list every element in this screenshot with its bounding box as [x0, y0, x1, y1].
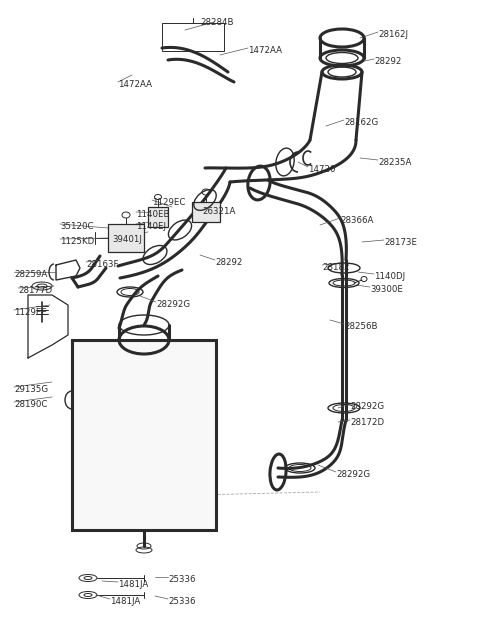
Text: 28177D: 28177D: [18, 286, 52, 295]
Text: 1481JA: 1481JA: [110, 597, 140, 606]
Text: 1140EB: 1140EB: [136, 210, 169, 219]
Text: 28292: 28292: [215, 258, 242, 267]
Text: 39401J: 39401J: [112, 235, 142, 244]
Text: 28162J: 28162J: [378, 30, 408, 39]
Text: 1472AA: 1472AA: [118, 80, 152, 89]
Text: 28190C: 28190C: [14, 400, 48, 409]
Text: 28366A: 28366A: [340, 216, 373, 225]
Text: 28292: 28292: [374, 57, 401, 66]
Text: 28172D: 28172D: [350, 418, 384, 427]
Text: 28235A: 28235A: [378, 158, 411, 167]
Text: 35120C: 35120C: [60, 222, 94, 231]
Text: 1472AA: 1472AA: [248, 46, 282, 55]
Text: 28292G: 28292G: [336, 470, 370, 479]
Text: 26321A: 26321A: [202, 207, 235, 216]
Text: 28182: 28182: [322, 263, 349, 272]
Text: 28173E: 28173E: [384, 238, 417, 247]
Bar: [108, 224, 144, 252]
Text: 1125KD: 1125KD: [60, 237, 94, 246]
Text: 1481JA: 1481JA: [118, 580, 148, 589]
Text: 39300E: 39300E: [370, 285, 403, 294]
Text: 28259A: 28259A: [14, 270, 47, 279]
Bar: [192, 202, 220, 222]
Bar: [148, 207, 168, 227]
Text: 14720: 14720: [308, 165, 336, 174]
Text: 28292G: 28292G: [350, 402, 384, 411]
Bar: [72, 340, 216, 530]
Text: 1129EE: 1129EE: [14, 308, 47, 317]
Text: 25336: 25336: [168, 575, 195, 584]
Text: 28284B: 28284B: [200, 18, 233, 27]
Text: 1140DJ: 1140DJ: [374, 272, 405, 281]
Text: 1129EC: 1129EC: [152, 198, 185, 207]
Text: 1140EJ: 1140EJ: [136, 222, 166, 231]
Bar: [162, 23, 224, 51]
Text: 28292G: 28292G: [156, 300, 190, 309]
Text: 28162G: 28162G: [344, 118, 378, 127]
Text: 28256B: 28256B: [344, 322, 377, 331]
Text: 28163F: 28163F: [86, 260, 119, 269]
Text: 25336: 25336: [168, 597, 195, 606]
Text: 29135G: 29135G: [14, 385, 48, 394]
